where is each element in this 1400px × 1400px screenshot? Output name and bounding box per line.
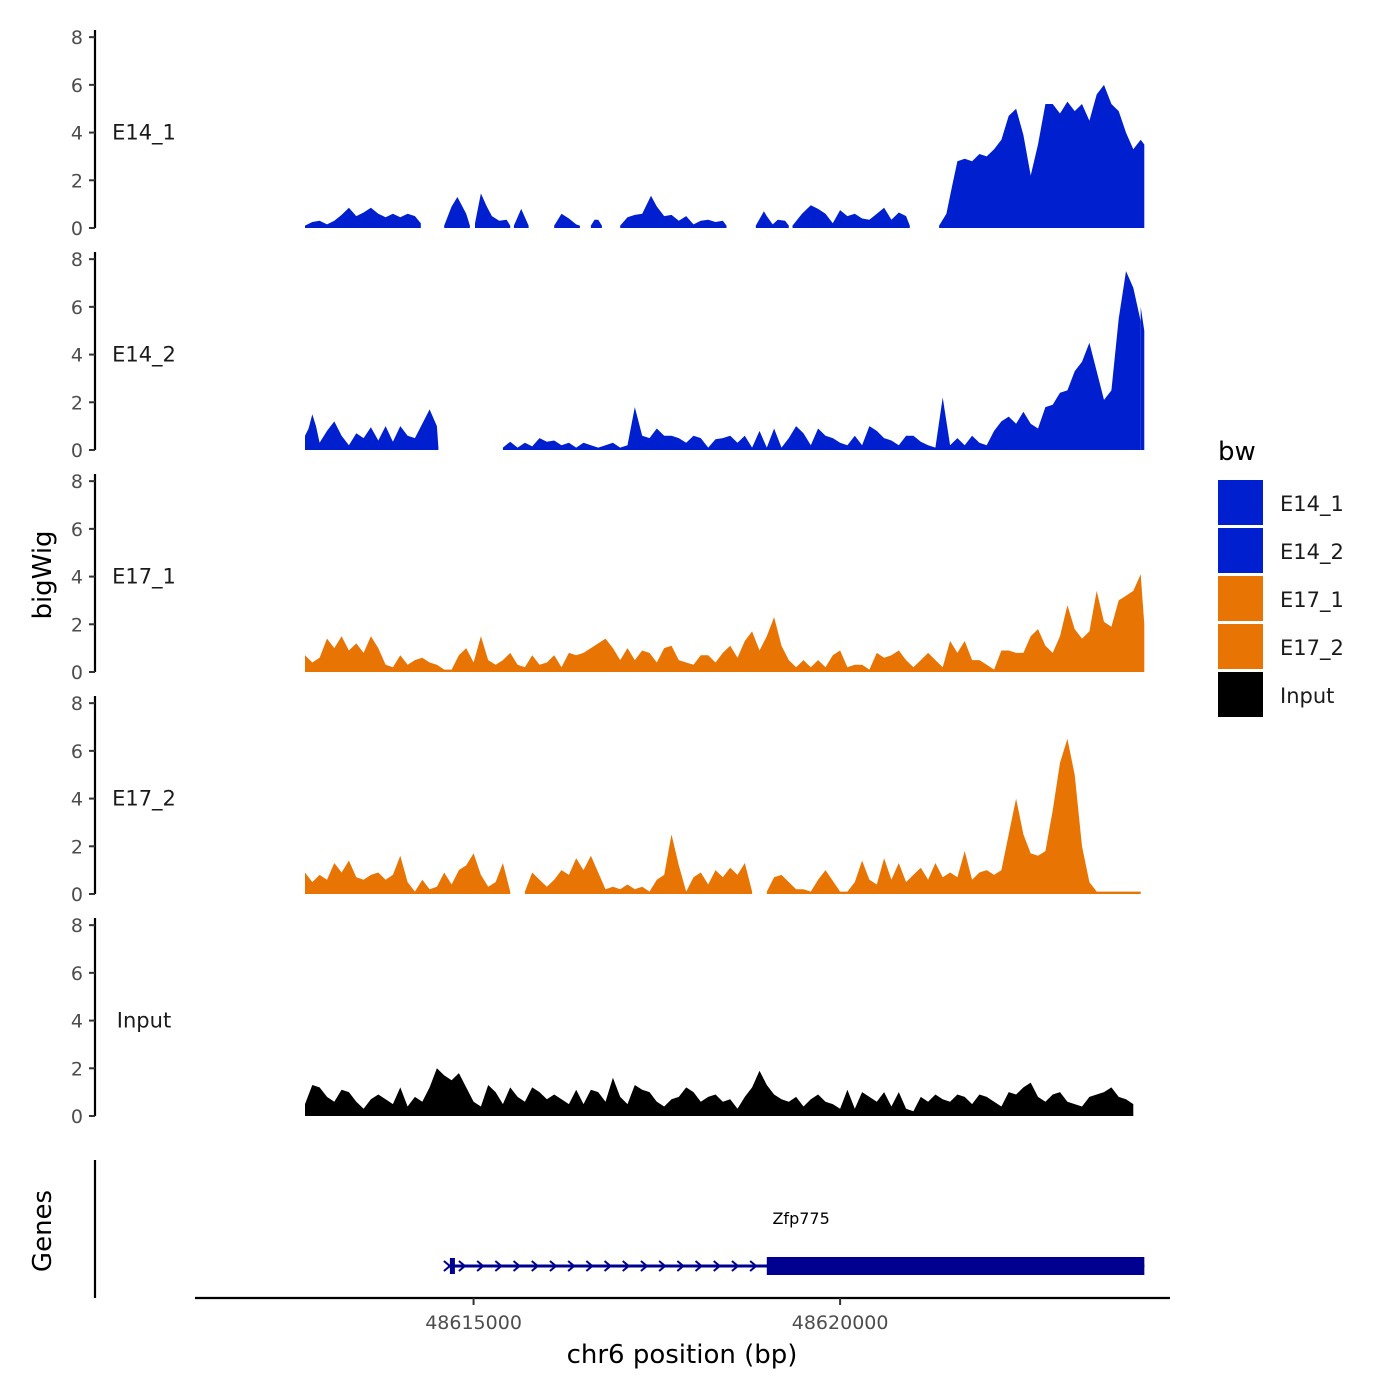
strand-arrow-icon xyxy=(476,1260,485,1272)
legend-key-E17_2 xyxy=(1218,624,1263,669)
strand-arrow-icon xyxy=(676,1260,685,1272)
area-E14_2 xyxy=(502,271,1141,450)
strand-arrow-icon xyxy=(622,1260,631,1272)
area-E17_2 xyxy=(305,853,511,894)
y-tick-label: 8 xyxy=(71,693,83,715)
y-tick-label: 0 xyxy=(71,884,83,906)
strand-arrow-icon xyxy=(458,1260,467,1272)
y-tick-label: 8 xyxy=(71,249,83,271)
area-E14_1 xyxy=(792,205,910,228)
area-E14_1 xyxy=(554,213,580,228)
area-E14_1 xyxy=(513,208,529,228)
y-tick-label: 4 xyxy=(71,789,83,811)
strand-arrow-icon xyxy=(567,1260,576,1272)
y-tick-label: 0 xyxy=(71,440,83,462)
y-tick-label: 8 xyxy=(71,27,83,49)
track-panels: 0 2 4 6 8 E14_1 0 2 4 6 8 E14_2 0 2 4 6 8 E17_1 0 2 4 6 8 E17_2… xyxy=(71,27,1145,1128)
y-tick-label: 2 xyxy=(71,392,83,414)
panel-label: E17_2 xyxy=(112,787,176,812)
area-E14_1 xyxy=(444,197,470,228)
legend-title: bw xyxy=(1218,437,1256,467)
panel-Input: 0 2 4 6 8 Input xyxy=(71,915,1134,1128)
legend-label: E14_1 xyxy=(1280,492,1344,517)
area-E14_2 xyxy=(305,409,439,450)
area-E14_1 xyxy=(620,195,727,228)
y-tick-label: 4 xyxy=(71,1011,83,1033)
strand-arrow-icon xyxy=(658,1260,667,1272)
y-tick-label: 2 xyxy=(71,614,83,636)
strand-arrow-icon xyxy=(494,1260,503,1272)
gene-cds-block xyxy=(766,1257,1145,1275)
y-tick-label: 6 xyxy=(71,75,83,97)
y-tick-label: 2 xyxy=(71,836,83,858)
strand-arrow-icon xyxy=(713,1260,722,1272)
y-tick-label: 2 xyxy=(71,170,83,192)
area-E17_1 xyxy=(305,636,452,672)
legend-label: E17_2 xyxy=(1280,636,1344,661)
area-E17_1 xyxy=(451,574,1145,672)
gene-track-title: Genes xyxy=(28,1190,58,1272)
strand-arrow-icon xyxy=(549,1260,558,1272)
legend: bw E14_1 E14_2 E17_1 E17_2 Input xyxy=(1218,437,1344,717)
area-Input xyxy=(305,1068,1134,1116)
strand-arrow-icon xyxy=(512,1260,522,1272)
strand-arrow-icon xyxy=(749,1260,758,1272)
y-tick-label: 6 xyxy=(71,297,83,319)
legend-key-E14_2 xyxy=(1218,528,1263,573)
y-tick-label: 6 xyxy=(71,741,83,763)
panel-E17_2: 0 2 4 6 8 E17_2 xyxy=(71,693,1141,906)
legend-key-Input xyxy=(1218,672,1263,717)
gene-label: Zfp775 xyxy=(772,1209,829,1228)
y-tick-label: 4 xyxy=(71,345,83,367)
panel-label: E14_1 xyxy=(112,121,176,146)
y-tick-label: 0 xyxy=(71,1106,83,1128)
y-tick-label: 8 xyxy=(71,915,83,937)
x-axis: 48615000 48620000 xyxy=(195,1296,1170,1334)
panel-E17_1: 0 2 4 6 8 E17_1 xyxy=(71,471,1145,684)
y-axis-title: bigWig xyxy=(28,530,58,619)
area-E17_2 xyxy=(524,834,753,894)
strand-arrow-icon xyxy=(443,1260,452,1272)
x-tick-label: 48615000 xyxy=(425,1312,522,1334)
area-E17_2 xyxy=(766,738,1141,894)
legend-label: E14_2 xyxy=(1280,540,1344,565)
gene-utr-block xyxy=(449,1258,455,1274)
area-E14_2 xyxy=(1140,306,1145,450)
strand-arrow-icon xyxy=(603,1260,613,1272)
panel-label: E17_1 xyxy=(112,565,176,590)
legend-label: E17_1 xyxy=(1280,588,1344,613)
panel-label: Input xyxy=(117,1009,171,1033)
area-E14_1 xyxy=(475,193,511,228)
strand-arrow-icon xyxy=(640,1260,649,1272)
x-tick-label: 48620000 xyxy=(792,1312,889,1334)
y-tick-label: 4 xyxy=(71,123,83,145)
gene-track-panel: Zfp775 xyxy=(93,1160,1145,1298)
strand-arrow-icon xyxy=(531,1260,540,1272)
y-tick-label: 4 xyxy=(71,567,83,589)
y-tick-label: 6 xyxy=(71,519,83,541)
area-E14_1 xyxy=(755,211,789,228)
panel-label: E14_2 xyxy=(112,343,176,368)
y-tick-label: 8 xyxy=(71,471,83,493)
area-E14_1 xyxy=(305,207,421,228)
area-E14_1 xyxy=(590,219,602,228)
strand-arrow-icon xyxy=(731,1260,740,1272)
strand-arrow-icon xyxy=(585,1260,594,1272)
area-E14_1 xyxy=(939,84,1145,229)
x-axis-title: chr6 position (bp) xyxy=(567,1340,798,1370)
panel-E14_1: 0 2 4 6 8 E14_1 xyxy=(71,27,1145,240)
y-tick-label: 2 xyxy=(71,1058,83,1080)
legend-label: Input xyxy=(1280,684,1334,708)
y-tick-label: 6 xyxy=(71,963,83,985)
panel-E14_2: 0 2 4 6 8 E14_2 xyxy=(71,249,1145,462)
legend-key-E17_1 xyxy=(1218,576,1263,621)
y-tick-label: 0 xyxy=(71,218,83,240)
strand-arrow-icon xyxy=(694,1260,704,1272)
legend-key-E14_1 xyxy=(1218,480,1263,525)
y-tick-label: 0 xyxy=(71,662,83,684)
